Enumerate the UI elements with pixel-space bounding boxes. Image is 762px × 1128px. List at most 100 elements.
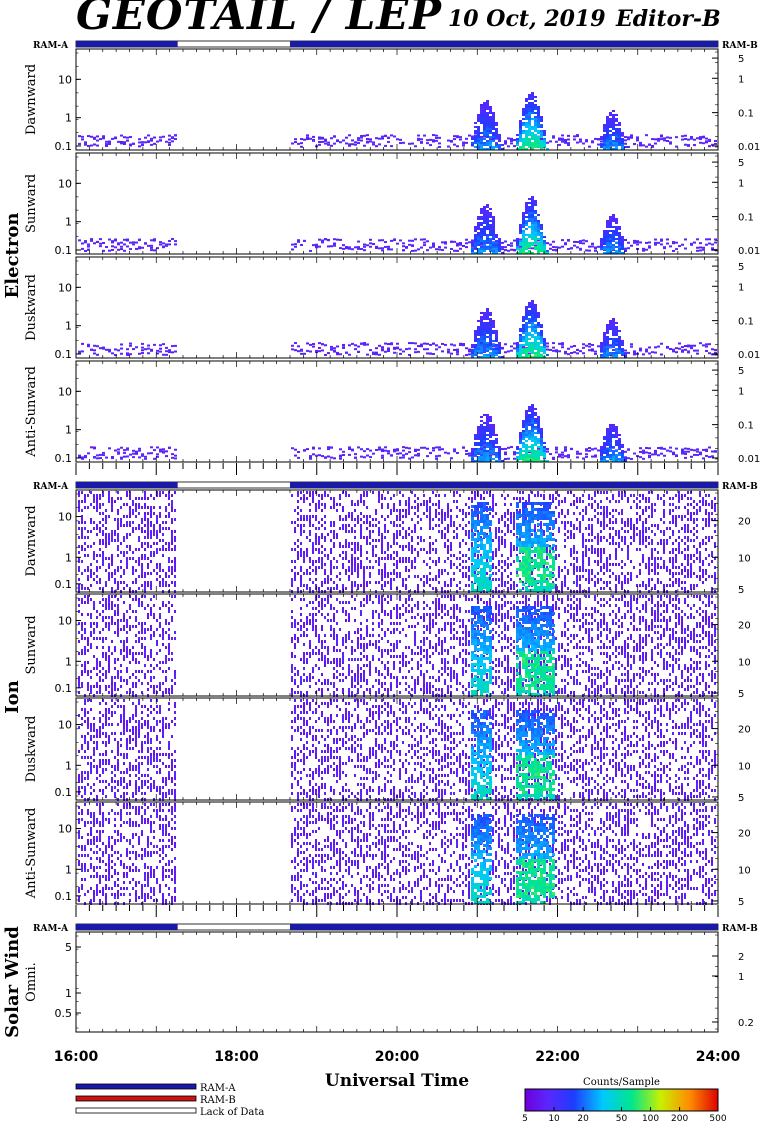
left-tick-label: 1 bbox=[65, 655, 72, 668]
spectrogram-cells bbox=[78, 92, 717, 150]
right-tick-label: 0.2 bbox=[738, 1018, 754, 1029]
colorbar-tick-label: 100 bbox=[642, 1114, 659, 1124]
left-tick-label: 1 bbox=[65, 863, 72, 876]
ram-a-segment bbox=[290, 41, 718, 47]
legend-label: Lack of Data bbox=[200, 1107, 264, 1118]
right-tick-label: 5 bbox=[738, 158, 744, 169]
x-tick-label: 16:00 bbox=[54, 1049, 99, 1065]
right-tick-label: 0.1 bbox=[738, 213, 754, 224]
right-tick-label: 10 bbox=[738, 657, 751, 668]
ram-a-label: RAM-A bbox=[33, 924, 69, 934]
right-tick-label: 10 bbox=[738, 553, 751, 564]
x-tick-label: 22:00 bbox=[535, 1049, 580, 1065]
page-title: GEOTAIL / LEP bbox=[76, 0, 442, 39]
right-tick-label: 20 bbox=[738, 725, 751, 736]
right-tick-label: 0.01 bbox=[738, 246, 760, 257]
left-tick-label: 0.1 bbox=[55, 682, 73, 695]
panel-label: Duskward bbox=[24, 716, 39, 783]
right-tick-label: 10 bbox=[738, 761, 751, 772]
right-tick-label: 20 bbox=[738, 829, 751, 840]
spectrogram-cells bbox=[78, 300, 717, 358]
ram-a-segment bbox=[76, 924, 178, 930]
right-tick-label: 0.01 bbox=[738, 350, 760, 361]
colorbar-tick-label: 5 bbox=[522, 1114, 528, 1124]
ram-a-segment bbox=[290, 924, 718, 930]
right-tick-label: 0.1 bbox=[738, 109, 754, 120]
left-tick-label: 10 bbox=[58, 823, 72, 836]
right-tick-label: 5 bbox=[738, 897, 744, 908]
legend-label: RAM-B bbox=[200, 1095, 236, 1106]
colorbar-tick-label: 20 bbox=[577, 1114, 589, 1124]
group-label: Solar Wind bbox=[2, 926, 23, 1038]
legend-swatch bbox=[75, 1083, 197, 1090]
ram-a-label: RAM-A bbox=[33, 41, 69, 51]
right-tick-label: 5 bbox=[738, 689, 744, 700]
left-tick-label: 0.5 bbox=[55, 1007, 73, 1020]
panel-label: Sunward bbox=[24, 174, 39, 233]
legend-swatch bbox=[75, 1095, 197, 1102]
left-tick-label: 5 bbox=[65, 941, 72, 954]
colorbar-title: Counts/Sample bbox=[583, 1077, 660, 1088]
left-tick-label: 1 bbox=[65, 112, 72, 125]
x-tick-label: 20:00 bbox=[375, 1049, 420, 1065]
colorbar-tick-label: 500 bbox=[709, 1114, 726, 1124]
left-tick-label: 1 bbox=[65, 987, 72, 1000]
group-label: Ion bbox=[2, 680, 23, 714]
right-tick-label: 1 bbox=[738, 74, 744, 85]
panel-label: Duskward bbox=[24, 274, 39, 341]
left-tick-label: 10 bbox=[58, 281, 72, 294]
left-tick-label: 0.1 bbox=[55, 890, 73, 903]
right-tick-label: 1 bbox=[738, 386, 744, 397]
right-tick-label: 5 bbox=[738, 366, 744, 377]
panel-background bbox=[76, 932, 718, 1032]
right-tick-label: 0.01 bbox=[738, 142, 760, 153]
right-tick-label: 2 bbox=[738, 952, 744, 963]
left-tick-label: 1 bbox=[65, 424, 72, 437]
ram-b-label: RAM-B bbox=[722, 924, 758, 934]
left-tick-label: 10 bbox=[58, 719, 72, 732]
colorbar-tick-label: 50 bbox=[616, 1114, 628, 1124]
panel-label: Dawnward bbox=[24, 64, 39, 135]
x-tick-label: 18:00 bbox=[214, 1049, 259, 1065]
left-tick-label: 10 bbox=[58, 385, 72, 398]
right-tick-label: 5 bbox=[738, 793, 744, 804]
colorbar-tick-label: 10 bbox=[548, 1114, 560, 1124]
ram-b-label: RAM-B bbox=[722, 41, 758, 51]
panel-background bbox=[76, 49, 718, 150]
panel-label: Omni. bbox=[24, 962, 39, 1002]
spectrogram-cells bbox=[78, 491, 716, 593]
panel-background bbox=[76, 257, 718, 358]
left-tick-label: 10 bbox=[58, 73, 72, 86]
right-tick-label: 10 bbox=[738, 865, 751, 876]
left-tick-label: 0.1 bbox=[55, 452, 73, 465]
ram-a-segment bbox=[290, 482, 718, 488]
left-tick-label: 10 bbox=[58, 511, 72, 524]
left-tick-label: 0.1 bbox=[55, 348, 73, 361]
x-tick-label: 24:00 bbox=[696, 1049, 741, 1065]
right-tick-label: 0.1 bbox=[738, 421, 754, 432]
panel-label: Anti-Sunward bbox=[24, 366, 39, 458]
left-tick-label: 1 bbox=[65, 759, 72, 772]
panel-label: Anti-Sunward bbox=[24, 808, 39, 900]
left-tick-label: 1 bbox=[65, 216, 72, 229]
right-tick-label: 5 bbox=[738, 585, 744, 596]
ram-b-label: RAM-B bbox=[722, 482, 758, 492]
spectrogram-cells bbox=[78, 595, 716, 697]
right-tick-label: 1 bbox=[738, 178, 744, 189]
spectrogram-cells bbox=[78, 699, 716, 801]
editor-label: Editor-B bbox=[616, 6, 721, 32]
legend-label: RAM-A bbox=[200, 1083, 236, 1094]
left-tick-label: 10 bbox=[58, 177, 72, 190]
panel-background bbox=[76, 698, 718, 800]
spectrogram-cells bbox=[78, 803, 716, 905]
left-tick-label: 1 bbox=[65, 320, 72, 333]
ram-a-label: RAM-A bbox=[33, 482, 69, 492]
x-axis-title: Universal Time bbox=[325, 1071, 469, 1091]
left-tick-label: 0.1 bbox=[55, 140, 73, 153]
panel-label: Dawnward bbox=[24, 505, 39, 576]
plot-date: 10 Oct, 2019 bbox=[448, 6, 606, 32]
colorbar-tick-label: 200 bbox=[671, 1114, 688, 1124]
ram-a-segment bbox=[76, 41, 178, 47]
left-tick-label: 0.1 bbox=[55, 786, 73, 799]
